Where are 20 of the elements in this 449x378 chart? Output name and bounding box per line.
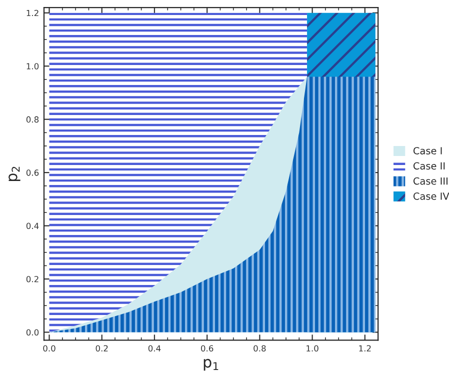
y-axis-title: p$_{2}$ bbox=[8, 166, 20, 182]
y-tick-label: 0.6 bbox=[26, 170, 39, 176]
legend-label: Case I bbox=[413, 147, 442, 154]
x-tick-label: 1.2 bbox=[359, 345, 371, 352]
x-axis-title: p$_{1}$ bbox=[204, 358, 218, 371]
x-tick-label: 0.0 bbox=[43, 345, 56, 352]
x-tick-label: 0.6 bbox=[201, 345, 214, 352]
legend-label: Case III bbox=[413, 177, 448, 185]
y-tick-label: 0.2 bbox=[26, 276, 38, 282]
y-tick-label: 1.0 bbox=[26, 63, 39, 70]
x-tick-label: 0.8 bbox=[254, 345, 266, 352]
y-tick-label: 0.0 bbox=[26, 329, 39, 336]
x-tick-label: 1.0 bbox=[306, 345, 318, 352]
x-tick-label: 0.2 bbox=[96, 345, 108, 352]
x-tick-label: 0.4 bbox=[148, 345, 161, 352]
legend-label: Case IV bbox=[413, 192, 449, 200]
legend-label: Case II bbox=[413, 162, 445, 170]
y-tick-label: 1.2 bbox=[26, 10, 38, 16]
y-tick-label: 0.8 bbox=[26, 116, 39, 123]
y-tick-label: 0.4 bbox=[26, 222, 39, 230]
